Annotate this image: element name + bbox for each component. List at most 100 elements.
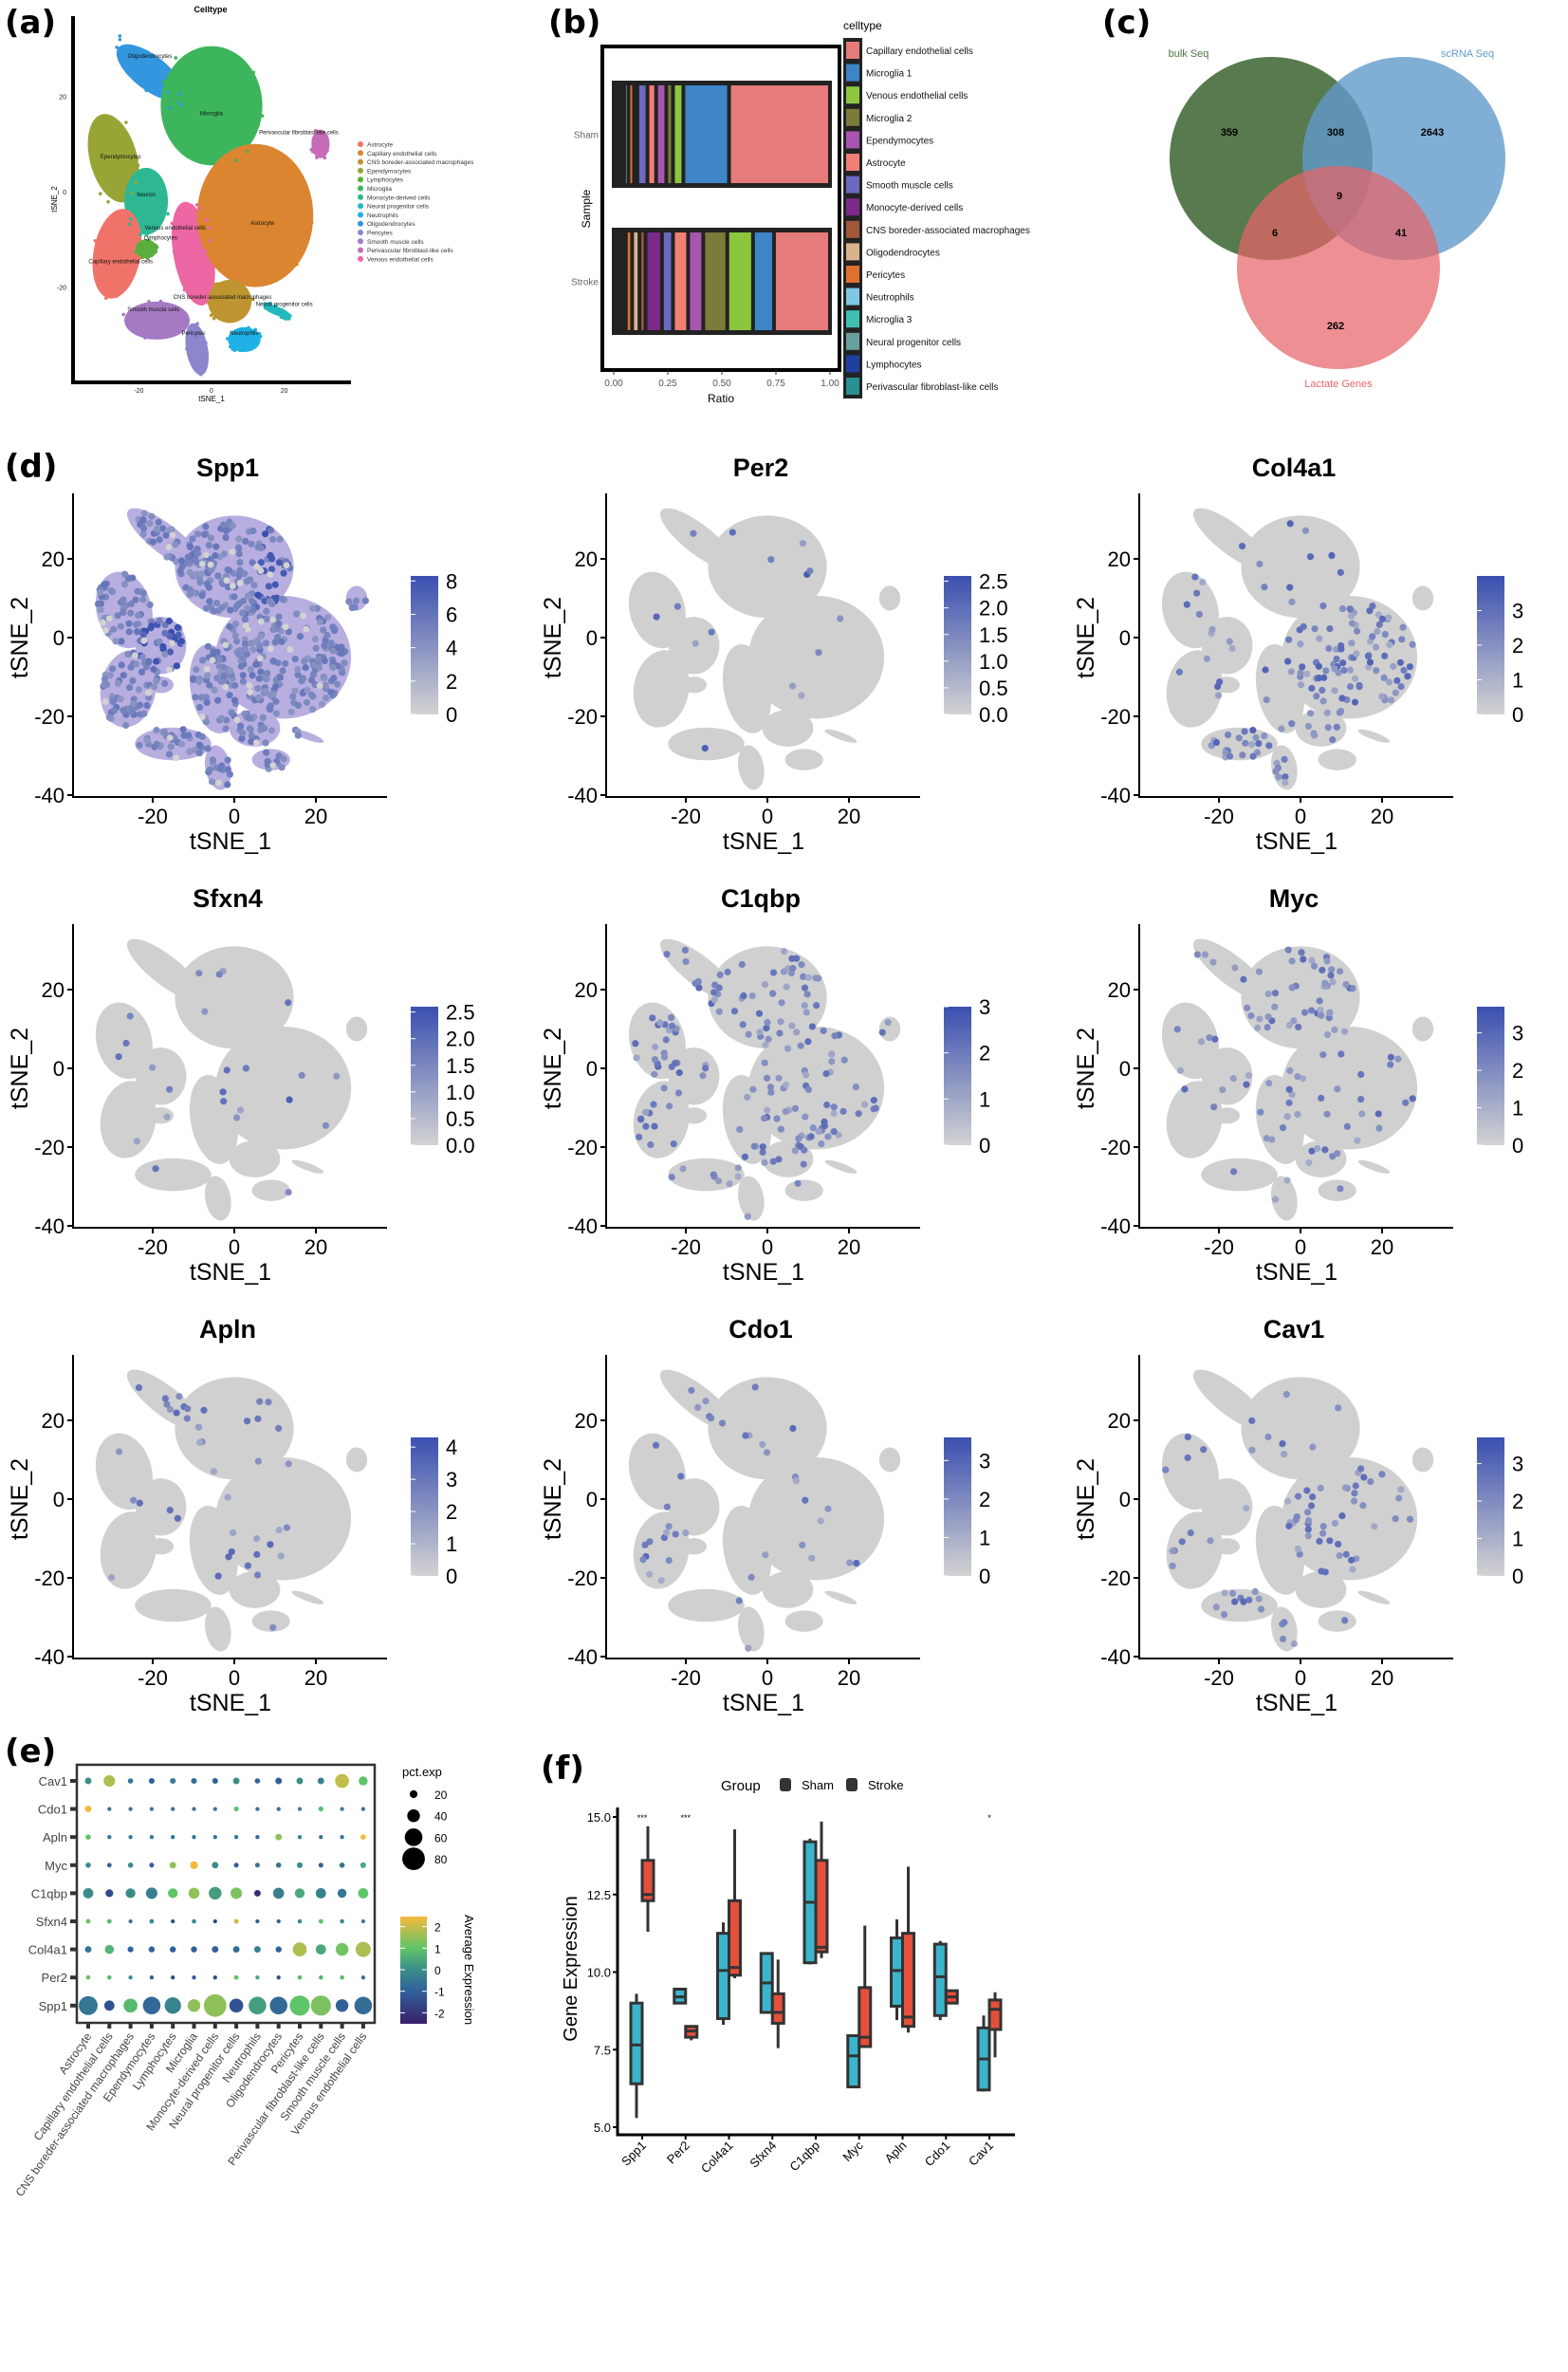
size-legend-label: 60	[434, 1831, 448, 1844]
y-tick-label: Apln	[43, 1830, 67, 1844]
cell-point	[167, 79, 172, 83]
cell-point	[1359, 1502, 1367, 1510]
cell-point	[114, 679, 122, 688]
cell-point	[286, 1096, 293, 1103]
dot	[360, 1975, 366, 1980]
cell-point	[852, 1083, 859, 1091]
cell-point	[211, 308, 215, 312]
cell-point	[738, 960, 746, 969]
dot	[317, 1777, 324, 1785]
cell-point	[762, 1551, 769, 1559]
cell-point	[133, 628, 141, 636]
cell-point	[777, 1125, 784, 1133]
cell-point	[316, 618, 324, 626]
x-tick	[298, 2024, 302, 2029]
cell-point	[269, 762, 277, 769]
x-tick-label: 0.75	[766, 379, 785, 389]
y-axis-label: tSNE_2	[7, 1028, 33, 1109]
dot	[276, 1975, 281, 1980]
set-label: Lactate Genes	[1304, 379, 1373, 390]
cluster-label: Neuron	[137, 193, 156, 198]
cell-point	[195, 750, 203, 757]
legend-label: Capillary endothelial cells	[367, 151, 437, 158]
cell-point	[246, 714, 253, 722]
cell-point	[815, 649, 822, 657]
legend-label: Astrocyte	[367, 142, 393, 149]
cell-point	[263, 306, 267, 310]
cell-point	[708, 628, 715, 636]
cell-point	[199, 657, 207, 664]
cell-point	[641, 1541, 649, 1548]
cell-point	[1374, 627, 1381, 636]
colorbar-tick-label: 2	[1512, 1490, 1523, 1513]
cell-point	[1348, 620, 1356, 627]
cell-point	[173, 662, 180, 670]
cluster-label: Microglia	[200, 112, 224, 118]
cluster-region	[708, 515, 827, 619]
cell-point	[1193, 951, 1202, 958]
cell-point	[1326, 625, 1334, 633]
cell-point	[255, 675, 263, 682]
legend-label: Perivascular fibroblast-like cells	[367, 248, 453, 254]
cluster-region	[1161, 571, 1219, 649]
region-count: 359	[1221, 127, 1238, 139]
cell-point	[147, 172, 152, 176]
cell-point	[194, 1423, 203, 1431]
dot	[104, 1944, 115, 1955]
cell-point	[808, 1554, 816, 1562]
dot	[188, 1887, 200, 1899]
cell-point	[110, 156, 115, 159]
y-tick-label: 20	[1108, 1409, 1131, 1433]
cell-point	[120, 672, 127, 679]
cell-point	[211, 686, 218, 694]
cluster-region	[124, 301, 191, 340]
y-tick-label: -20	[1100, 705, 1131, 729]
cell-point	[269, 616, 277, 623]
dot	[297, 1974, 303, 1980]
dot	[335, 1773, 349, 1788]
region-count: 308	[1327, 127, 1344, 139]
cell-point	[312, 136, 316, 139]
cell-point	[797, 1042, 804, 1049]
cell-point	[228, 709, 235, 716]
cell-point	[109, 697, 117, 705]
cell-point	[170, 221, 175, 226]
cell-point	[150, 245, 155, 250]
legend-swatch	[846, 198, 859, 216]
cell-point	[1191, 573, 1199, 581]
cell-point	[1409, 640, 1416, 648]
cell-point	[120, 53, 124, 58]
dot	[335, 1999, 349, 2012]
cell-point	[1169, 1562, 1176, 1569]
cell-point	[139, 589, 148, 597]
y-tick-label: -40	[1100, 1645, 1131, 1669]
cell-point	[798, 692, 805, 699]
cell-point	[1315, 662, 1322, 670]
cluster-region	[215, 1027, 352, 1150]
cell-point	[718, 1419, 727, 1427]
cell-point	[1348, 639, 1356, 647]
cell-point	[231, 211, 236, 214]
dot	[233, 1807, 239, 1812]
dot	[103, 2000, 115, 2011]
cell-point	[114, 258, 119, 263]
cell-point	[238, 344, 243, 349]
box	[640, 1859, 655, 1902]
cell-point	[288, 314, 292, 318]
cell-point	[327, 688, 335, 696]
dot	[297, 1835, 303, 1840]
cell-point	[271, 581, 279, 588]
cell-point	[636, 1133, 643, 1141]
legend-label: Stroke	[868, 1778, 904, 1792]
cell-point	[184, 254, 189, 258]
cell-point	[217, 714, 225, 722]
cell-point	[1351, 1490, 1358, 1497]
cluster-region	[748, 596, 885, 719]
y-tick-label: -20	[567, 1136, 598, 1159]
cell-point	[1290, 1640, 1298, 1648]
dot	[233, 1918, 239, 1924]
y-tick-label: -20	[1100, 1566, 1131, 1590]
cell-point	[823, 1101, 831, 1109]
cell-point	[1292, 1516, 1300, 1524]
